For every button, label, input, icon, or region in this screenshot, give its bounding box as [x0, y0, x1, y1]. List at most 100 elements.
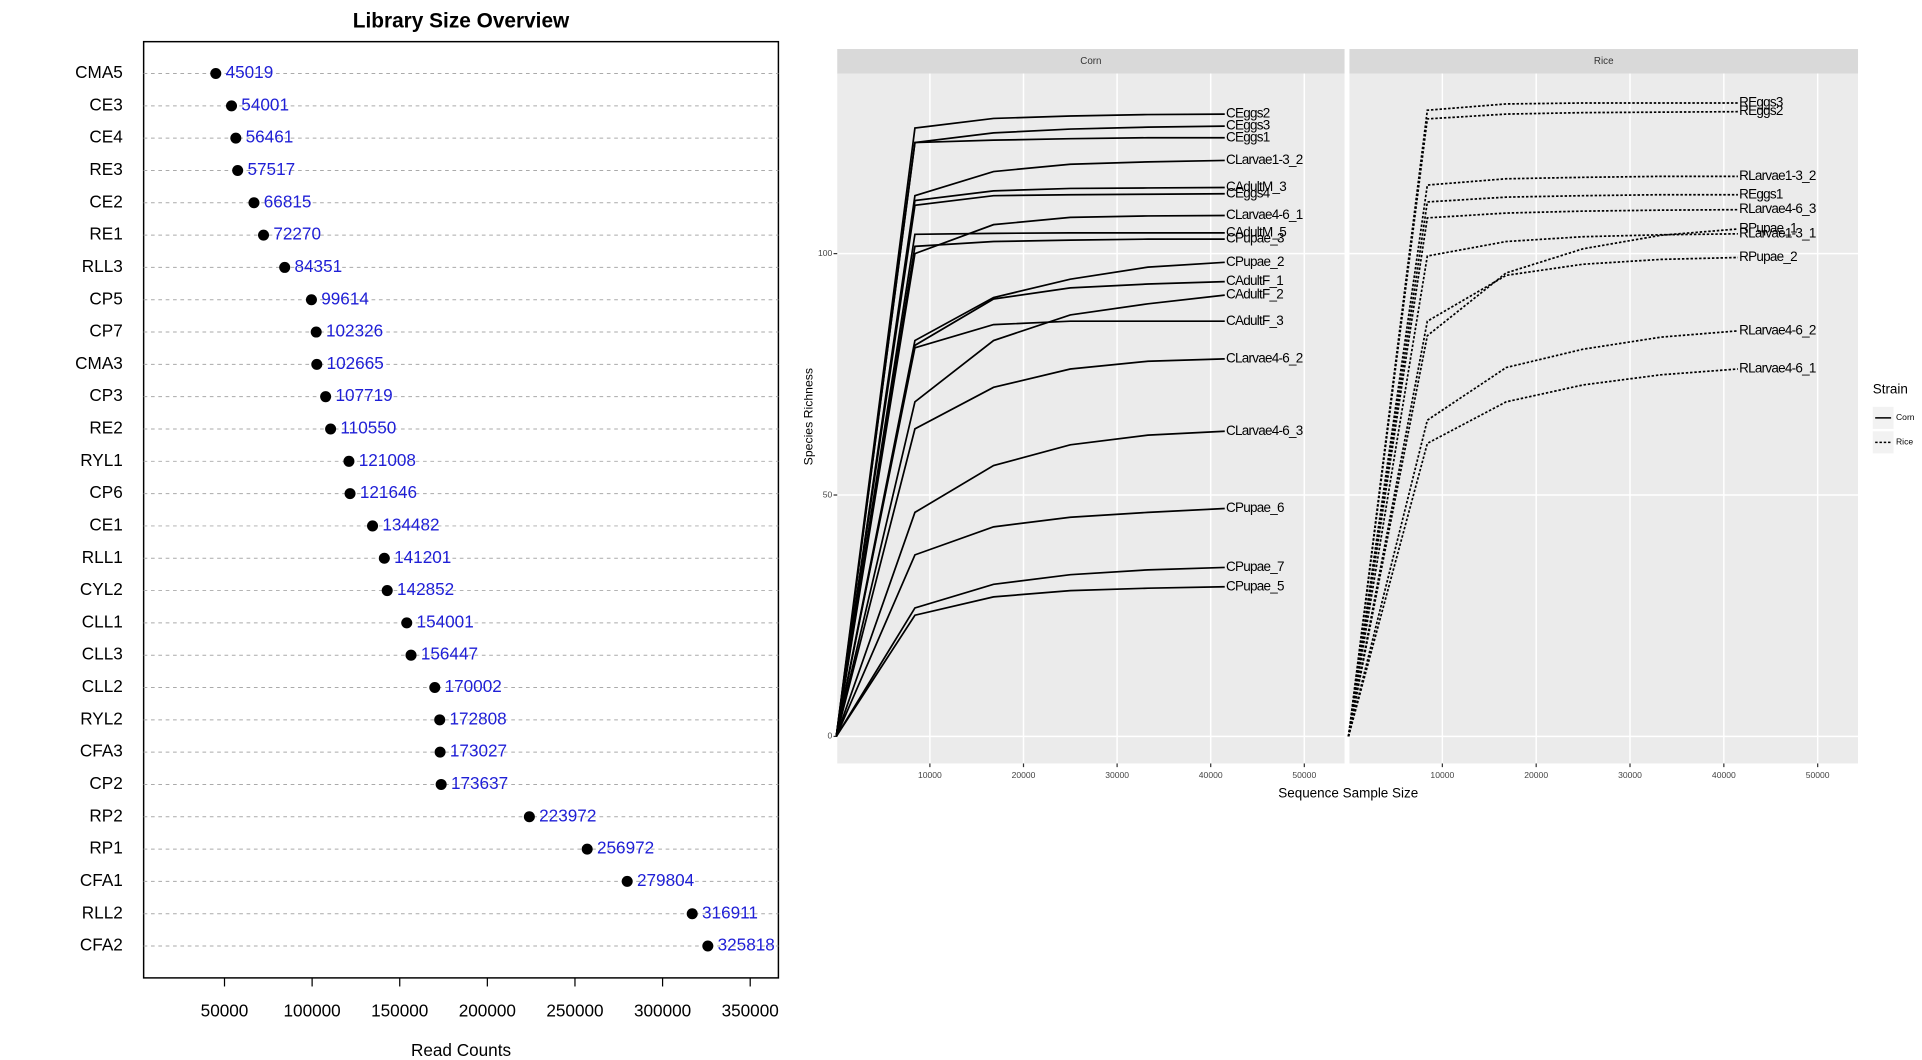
legend-key: [1872, 431, 1894, 454]
series-label: RPupae_2: [1739, 249, 1797, 264]
legend-label: Rice: [1896, 437, 1913, 447]
series-line: [835, 566, 1225, 737]
value-label: 54001: [241, 94, 289, 114]
value-label: 172808: [450, 708, 507, 728]
value-label: 102665: [327, 353, 384, 373]
dot: [305, 294, 317, 306]
series-line: [835, 231, 1225, 737]
dot: [429, 681, 441, 694]
facet-label: Corn: [1080, 56, 1101, 67]
series-label: CLarvae1-3_2: [1226, 152, 1303, 167]
series-label: CPupae_6: [1226, 500, 1284, 515]
series-line: [1347, 110, 1738, 737]
series-label: RLarvae1-3_1: [1739, 225, 1816, 240]
y-tick-label: 50: [823, 489, 833, 499]
plot-frame: [142, 40, 780, 979]
y-tick-label: CMA5: [75, 62, 123, 82]
value-label: 121646: [360, 482, 417, 502]
x-tick-label: 20000: [1012, 770, 1036, 780]
y-tick-label: RLL1: [82, 547, 123, 567]
y-tick-label: RYL2: [80, 708, 123, 728]
dot: [367, 520, 379, 532]
series-label: CPupae_7: [1226, 559, 1284, 574]
y-tick-label: CE3: [89, 94, 122, 114]
x-tick-label: 10000: [918, 770, 942, 780]
series-label: CPupae_5: [1226, 578, 1284, 593]
series-line: [835, 294, 1225, 737]
series-line: [835, 238, 1225, 737]
facet-strip: [837, 49, 1345, 74]
y-tick-label: CP5: [89, 288, 122, 308]
series-line: [835, 192, 1225, 737]
panel-background: [1349, 73, 1859, 764]
x-tick-label: 20000: [1524, 770, 1548, 780]
dot: [381, 585, 393, 597]
dot: [344, 488, 356, 500]
series-line: [835, 430, 1225, 737]
y-tick-label: CP7: [89, 321, 122, 341]
series-label: CLarvae4-6_3: [1226, 423, 1303, 438]
series-label: CEggs2: [1226, 106, 1270, 121]
y-tick-label: CFA1: [80, 870, 123, 890]
x-tick-label: 250000: [546, 1001, 603, 1021]
series-label: RLarvae4-6_3: [1739, 201, 1816, 216]
y-tick-label: RLL3: [82, 256, 123, 276]
dot: [405, 649, 417, 661]
series-line: [835, 113, 1225, 737]
dot: [325, 423, 337, 435]
x-tick-label: 40000: [1712, 770, 1736, 780]
y-tick-label: RP2: [89, 805, 122, 825]
series-label: CEggs4: [1226, 185, 1271, 200]
x-tick-label: 350000: [722, 1001, 779, 1021]
x-tick-label: 40000: [1199, 770, 1223, 780]
series-line: [835, 136, 1225, 737]
x-tick-label: 30000: [1618, 770, 1642, 780]
series-label: RLarvae4-6_2: [1739, 322, 1816, 337]
x-tick-label: 150000: [371, 1001, 428, 1021]
facet-strip: [1349, 49, 1859, 74]
value-label: 256972: [597, 838, 654, 858]
y-tick-label: CP2: [89, 773, 122, 793]
series-label: CAdultF_3: [1226, 313, 1283, 328]
y-tick-label: RE2: [89, 418, 122, 438]
y-tick-label: CFA2: [80, 935, 123, 955]
dot: [343, 455, 355, 467]
series-label: CLarvae4-6_1: [1226, 207, 1303, 222]
series-label: RPupae_1: [1739, 221, 1797, 236]
y-tick-label: CE4: [89, 127, 123, 147]
y-tick-label: RE3: [89, 159, 122, 179]
value-label: 173637: [451, 773, 508, 793]
dot: [621, 875, 633, 887]
series-label: REggs1: [1739, 186, 1783, 201]
dot: [279, 261, 291, 273]
dot: [378, 552, 390, 564]
series-label: CAdultF_1: [1226, 273, 1283, 288]
dot: [210, 68, 222, 80]
series-line: [1347, 368, 1738, 737]
x-tick-label: 10000: [1430, 770, 1454, 780]
y-tick-label: RLL2: [82, 902, 123, 922]
series-line: [1347, 232, 1738, 737]
value-label: 279804: [637, 870, 695, 890]
series-label: CEggs1: [1226, 129, 1270, 144]
series-label: CEggs3: [1226, 118, 1270, 133]
dot: [581, 843, 593, 855]
y-tick-label: CLL2: [82, 676, 123, 696]
y-tick-label: 0: [828, 731, 833, 741]
dot: [311, 358, 323, 370]
value-label: 72270: [273, 224, 321, 244]
value-label: 56461: [246, 127, 294, 147]
value-label: 134482: [382, 514, 439, 534]
y-tick-label: CE2: [89, 191, 122, 211]
series-label: REggs3: [1739, 95, 1783, 110]
value-label: 156447: [421, 644, 478, 664]
series-label: REggs2: [1739, 103, 1783, 118]
value-label: 141201: [394, 547, 451, 567]
dot: [523, 811, 535, 823]
facet-label: Rice: [1594, 56, 1614, 67]
dot: [686, 908, 698, 920]
value-label: 142852: [397, 579, 454, 599]
y-tick-label: 100: [818, 248, 833, 258]
